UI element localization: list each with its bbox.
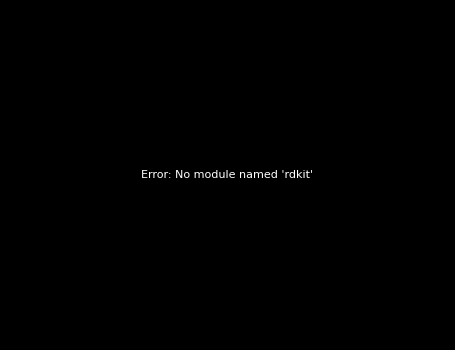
Text: Error: No module named 'rdkit': Error: No module named 'rdkit' [142, 170, 313, 180]
